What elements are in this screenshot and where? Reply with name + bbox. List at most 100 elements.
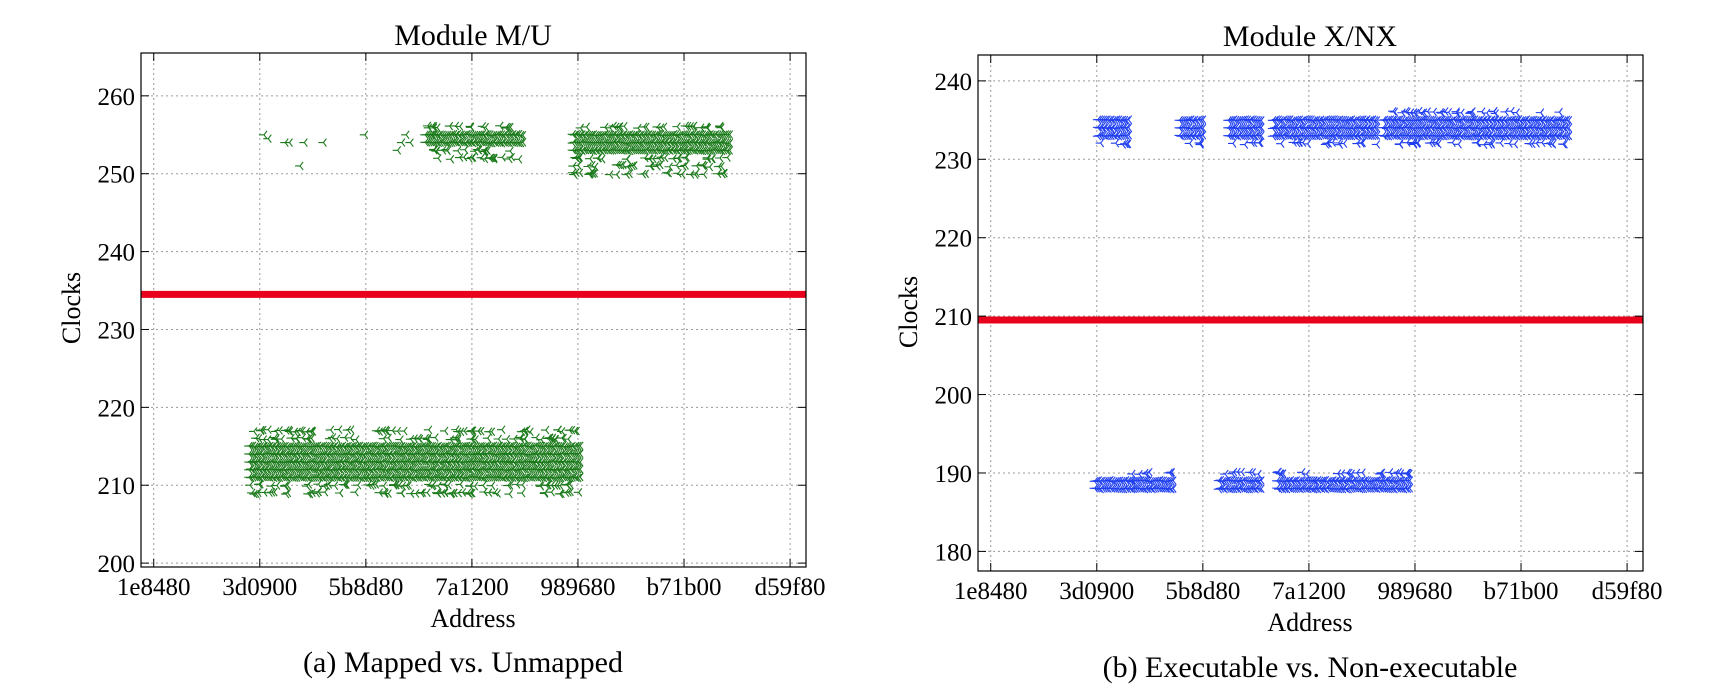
- data-point: [517, 488, 526, 498]
- chart-b-title: Module X/NX: [1223, 20, 1397, 53]
- data-point: [280, 489, 290, 499]
- data-point: [1168, 476, 1177, 485]
- data-point: [301, 481, 311, 491]
- data-point: [1485, 138, 1495, 148]
- data-point: [442, 146, 451, 156]
- x-tick-label: 5b8d80: [1165, 578, 1240, 605]
- data-point: [1407, 138, 1417, 147]
- data-point: [1184, 139, 1194, 148]
- data-point: [280, 138, 289, 147]
- data-point: [581, 122, 591, 132]
- data-point: [1500, 107, 1509, 117]
- data-point: [1404, 483, 1414, 493]
- data-point: [575, 123, 585, 133]
- data-point: [251, 433, 260, 443]
- data-point: [391, 480, 400, 490]
- data-point: [1334, 140, 1344, 150]
- data-point: [1351, 468, 1361, 478]
- data-point: [266, 481, 276, 491]
- data-point: [1537, 138, 1546, 148]
- x-tick-label: 1e8480: [954, 578, 1028, 605]
- y-tick-label: 220: [98, 395, 136, 422]
- data-point: [504, 489, 513, 499]
- data-point: [399, 426, 408, 436]
- data-point: [345, 433, 355, 443]
- data-point: [1424, 138, 1434, 148]
- data-point: [493, 434, 502, 444]
- data-point: [644, 154, 654, 164]
- data-point: [584, 169, 594, 179]
- data-point: [1440, 107, 1449, 116]
- data-point: [334, 488, 344, 498]
- data-point: [1371, 140, 1381, 149]
- data-point: [439, 426, 449, 436]
- data-point: [1531, 138, 1540, 148]
- data-point: [573, 488, 583, 497]
- data-point: [1227, 139, 1237, 148]
- data-point: [380, 425, 390, 435]
- data-point: [1524, 139, 1533, 148]
- data-point: [1344, 468, 1353, 478]
- data-point: [1220, 469, 1229, 479]
- data-point: [305, 427, 314, 436]
- data-point: [590, 162, 599, 172]
- data-point: [255, 426, 265, 436]
- data-point: [416, 488, 425, 498]
- data-point: [535, 481, 545, 491]
- data-point: [503, 481, 512, 490]
- data-point: [487, 153, 496, 163]
- data-point: [1256, 131, 1265, 140]
- data-point: [503, 123, 512, 132]
- data-point: [1563, 131, 1573, 141]
- data-point: [575, 472, 584, 482]
- chart-b: 180 190 200 210 220 230 240 1e8480 3d0900 5b8d80…: [894, 20, 1663, 684]
- data-point: [1402, 468, 1411, 478]
- data-point: [1554, 107, 1563, 117]
- data-point: [245, 480, 254, 490]
- data-point: [673, 153, 683, 163]
- data-point: [282, 480, 291, 490]
- data-point: [467, 153, 477, 162]
- data-point: [1123, 115, 1133, 124]
- data-point: [346, 425, 355, 434]
- chart-a-x-tick-labels: 1e8480 3d0900 5b8d80 7a1200 989680 b71b00 d59f…: [117, 574, 826, 601]
- data-point: [329, 481, 339, 491]
- y-tick-label: 220: [935, 226, 973, 253]
- data-point: [405, 434, 415, 444]
- data-point: [677, 170, 686, 179]
- data-point: [1394, 140, 1404, 149]
- data-point: [455, 480, 464, 489]
- data-point: [513, 154, 523, 164]
- data-point: [477, 121, 487, 131]
- data-point: [1408, 108, 1418, 117]
- data-point: [466, 426, 476, 436]
- data-point: [554, 489, 564, 499]
- data-point: [1197, 123, 1207, 133]
- data-point: [1489, 107, 1498, 116]
- data-point: [450, 433, 459, 443]
- data-point: [318, 138, 327, 147]
- data-point: [501, 434, 511, 444]
- data-point: [405, 138, 414, 147]
- data-point: [517, 130, 527, 140]
- data-point: [1256, 116, 1265, 125]
- chart-b-x-axis-label: Address: [1267, 608, 1352, 637]
- data-point: [640, 153, 649, 163]
- data-point: [541, 481, 550, 490]
- data-point: [627, 161, 636, 171]
- x-tick-label: b71b00: [647, 574, 722, 601]
- data-point: [263, 134, 272, 143]
- data-point: [459, 426, 468, 436]
- data-point: [571, 426, 580, 436]
- chart-a-ticks: [141, 53, 806, 567]
- data-point: [405, 489, 415, 498]
- data-point: [611, 122, 620, 132]
- data-point: [1371, 116, 1381, 125]
- data-point: [701, 123, 711, 132]
- data-point: [486, 427, 496, 437]
- chart-b-markers: [1089, 106, 1573, 494]
- data-point: [449, 488, 458, 498]
- chart-b-caption: (b) Executable vs. Non-executable: [1103, 651, 1518, 684]
- chart-a-x-axis-label: Address: [430, 604, 515, 633]
- data-point: [1255, 138, 1264, 148]
